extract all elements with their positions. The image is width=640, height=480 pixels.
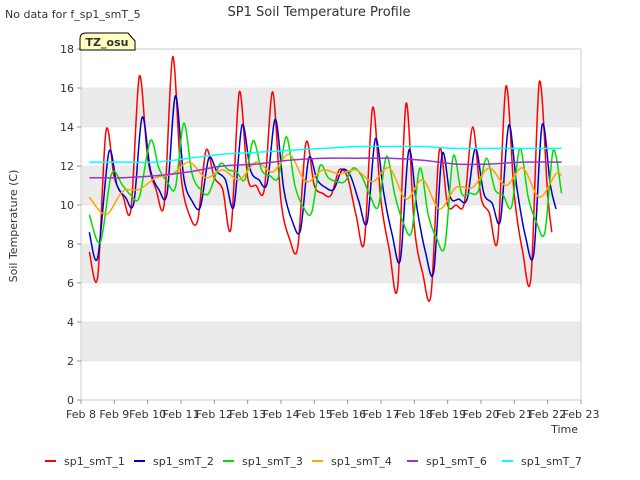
- grid-band: [81, 322, 581, 361]
- x-tick-label: Feb 8: [66, 408, 96, 421]
- legend-item: sp1_smT_4: [312, 455, 392, 468]
- grid-band: [81, 244, 581, 283]
- x-tick-label: Feb 19: [429, 408, 466, 421]
- x-tick-label: Feb 17: [363, 408, 400, 421]
- legend-label: sp1_smT_7: [521, 455, 582, 468]
- x-tick-label: Feb 23: [563, 408, 600, 421]
- x-tick-label: Feb 15: [296, 408, 333, 421]
- y-axis: 0 2 4 6 8 10 12 14 16 18: [60, 43, 81, 407]
- y-tick-label: 6: [67, 277, 74, 290]
- series-line-sp1-smT-7: [89, 145, 562, 164]
- x-tick-label: Feb 9: [99, 408, 129, 421]
- y-tick-label: 8: [67, 238, 74, 251]
- grid-band: [81, 88, 581, 127]
- y-tick-label: 10: [60, 199, 74, 212]
- legend-item: sp1_smT_7: [502, 455, 582, 468]
- legend-label: sp1_smT_3: [242, 455, 303, 468]
- site-badge-label: TZ_osu: [86, 36, 129, 49]
- y-tick-label: 4: [67, 316, 74, 329]
- x-tick-label: Feb 14: [263, 408, 300, 421]
- x-axis-label: Time: [550, 423, 578, 436]
- x-tick-label: Feb 12: [196, 408, 233, 421]
- legend-label: sp1_smT_1: [64, 455, 125, 468]
- x-tick-label: Feb 16: [329, 408, 366, 421]
- legend-label: sp1_smT_4: [331, 455, 392, 468]
- series-line-sp1-smT-1: [88, 56, 553, 302]
- y-axis-label: Soil Temperature (C): [7, 170, 20, 283]
- x-tick-label: Feb 22: [529, 408, 566, 421]
- x-tick-label: Feb 21: [496, 408, 533, 421]
- series-line-sp1-smT-3: [88, 122, 563, 252]
- y-tick-label: 2: [67, 355, 74, 368]
- y-tick-label: 12: [60, 160, 74, 173]
- x-tick-label: Feb 18: [396, 408, 433, 421]
- y-tick-label: 0: [67, 394, 74, 407]
- y-tick-label: 16: [60, 82, 74, 95]
- legend: sp1_smT_1 sp1_smT_2 sp1_smT_3 sp1_smT_4 sp1_…: [45, 455, 582, 468]
- site-badge: TZ_osu: [79, 32, 136, 51]
- legend-item: sp1_smT_2: [134, 455, 214, 468]
- legend-label: sp1_smT_2: [153, 455, 214, 468]
- y-tick-label: 18: [60, 43, 74, 56]
- chart-title: SP1 Soil Temperature Profile: [228, 5, 411, 20]
- legend-item: sp1_smT_3: [223, 455, 303, 468]
- x-tick-label: Feb 11: [163, 408, 200, 421]
- y-tick-label: 14: [60, 121, 74, 134]
- plot-frame: [80, 48, 582, 401]
- x-tick-label: Feb 13: [229, 408, 266, 421]
- x-tick-label: Feb 10: [129, 408, 166, 421]
- legend-label: sp1_smT_6: [426, 455, 487, 468]
- site-badge-shape: [79, 32, 136, 51]
- no-data-note: No data for f_sp1_smT_5: [5, 8, 141, 21]
- series-line-sp1-smT-6: [89, 157, 562, 179]
- x-tick-label: Feb 20: [463, 408, 500, 421]
- series-layer: [88, 56, 563, 302]
- legend-item: sp1_smT_6: [407, 455, 487, 468]
- legend-item: sp1_smT_1: [45, 455, 125, 468]
- grid-bands: [81, 48, 581, 401]
